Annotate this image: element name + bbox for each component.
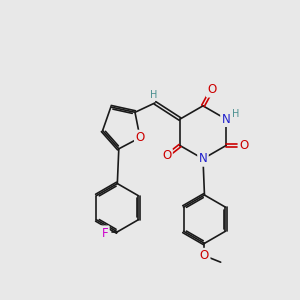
Text: H: H xyxy=(150,90,157,100)
Text: N: N xyxy=(199,152,207,165)
Text: O: O xyxy=(239,139,248,152)
Text: F: F xyxy=(102,227,108,240)
Text: O: O xyxy=(207,83,217,96)
Text: O: O xyxy=(162,149,171,162)
Text: H: H xyxy=(232,109,239,119)
Text: O: O xyxy=(200,249,209,262)
Text: O: O xyxy=(135,131,145,144)
Text: N: N xyxy=(222,112,230,126)
